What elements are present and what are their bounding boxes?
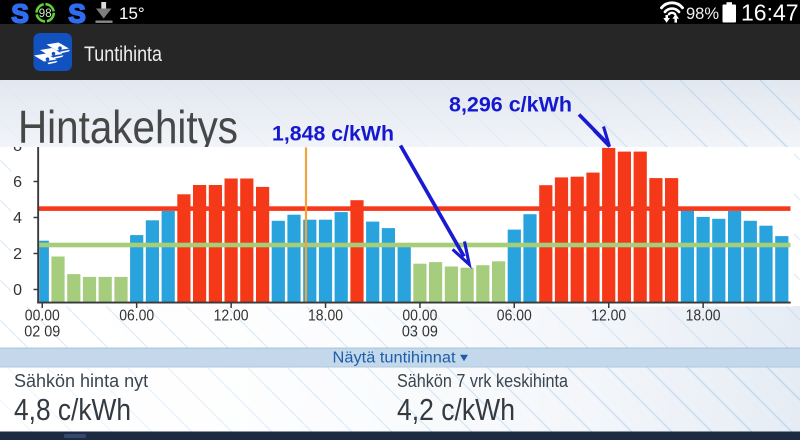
svg-text:Sähkön hinta nyt: Sähkön hinta nyt [14,371,148,391]
svg-text:2: 2 [13,246,22,263]
svg-text:00.00: 00.00 [402,308,437,325]
svg-text:18.00: 18.00 [308,308,343,325]
svg-text:4,8 c/kWh: 4,8 c/kWh [14,392,131,427]
svg-text:S: S [68,0,85,29]
svg-text:1,848 c/kWh: 1,848 c/kWh [272,123,394,146]
svg-text:6: 6 [13,174,22,191]
svg-text:16:47: 16:47 [741,0,799,26]
svg-text:18.00: 18.00 [686,308,721,325]
svg-text:Näytä tuntihinnat: Näytä tuntihinnat [333,350,457,367]
svg-text:12.00: 12.00 [591,308,626,325]
svg-text:98: 98 [39,8,52,20]
svg-text:8,296 c/kWh: 8,296 c/kWh [449,94,572,117]
svg-text:8: 8 [13,138,22,155]
svg-text:S: S [11,0,28,29]
svg-text:03 09: 03 09 [402,324,438,341]
svg-text:4: 4 [13,210,22,227]
svg-text:15°: 15° [119,4,145,23]
svg-text:Hintakehitys: Hintakehitys [18,101,238,153]
svg-text:06.00: 06.00 [119,308,154,325]
svg-text:Tuntihinta: Tuntihinta [84,43,162,66]
svg-text:0: 0 [13,282,22,299]
svg-text:02 09: 02 09 [24,324,60,341]
svg-text:00.00: 00.00 [25,308,60,325]
svg-text:98%: 98% [686,5,719,23]
svg-text:12.00: 12.00 [214,308,249,325]
svg-text:06.00: 06.00 [497,308,532,325]
svg-text:4,2 c/kWh: 4,2 c/kWh [397,392,515,427]
svg-text:Sähkön 7 vrk keskihinta: Sähkön 7 vrk keskihinta [397,371,569,391]
